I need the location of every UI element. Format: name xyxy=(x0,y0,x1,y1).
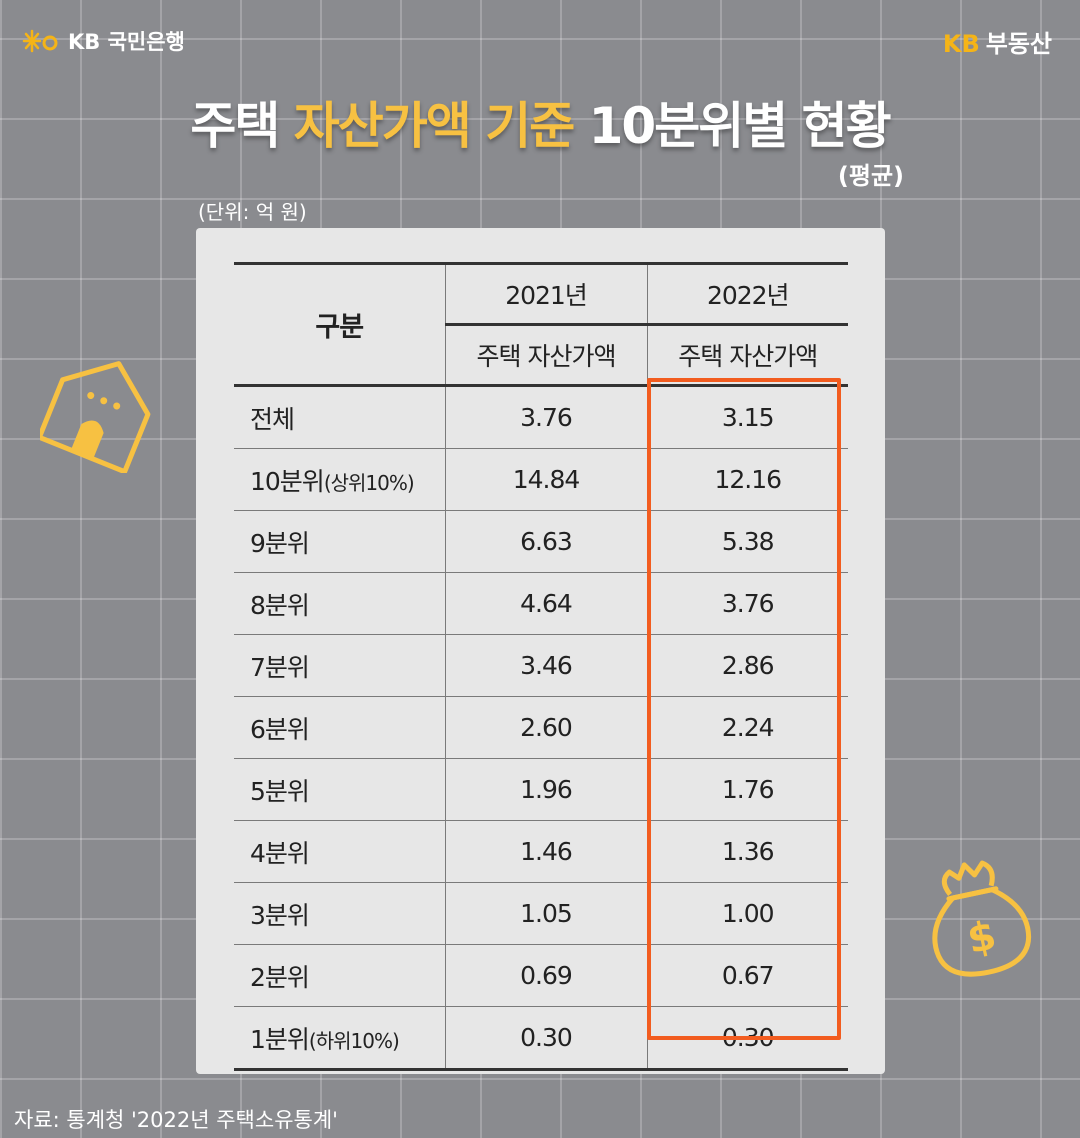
table-row: 9분위 6.63 5.38 xyxy=(234,510,848,573)
value-2022: 0.67 xyxy=(646,944,848,1007)
table-row: 10분위(상위10%) 14.84 12.16 xyxy=(234,448,848,511)
kb-bank-logo: KB 국민은행 xyxy=(22,26,185,56)
row-label: 2분위 xyxy=(234,944,445,1007)
row-header: 구분 xyxy=(234,262,445,387)
value-2021: 6.63 xyxy=(444,510,647,573)
value-2022: 12.16 xyxy=(646,448,848,511)
table-row: 1분위(하위10%) 0.30 0.30 xyxy=(234,1006,848,1071)
value-2021: 1.46 xyxy=(444,820,647,883)
value-2022: 1.76 xyxy=(646,758,848,821)
table-row: 7분위 3.46 2.86 xyxy=(234,634,848,697)
source-note: 자료: 통계청 '2022년 주택소유통계' xyxy=(14,1108,338,1132)
table-row: 3분위 1.05 1.00 xyxy=(234,882,848,945)
house-icon xyxy=(40,361,151,473)
title-part1: 주택 xyxy=(190,97,294,155)
value-2021: 1.96 xyxy=(444,758,647,821)
unit-label: (단위: 억 원) xyxy=(198,200,307,224)
value-2022: 5.38 xyxy=(646,510,848,573)
value-2022: 1.00 xyxy=(646,882,848,945)
value-2021: 2.60 xyxy=(444,696,647,759)
brand-kb: KB xyxy=(942,30,980,58)
svg-text:$: $ xyxy=(963,912,1000,963)
value-2022: 3.76 xyxy=(646,572,848,635)
money-bag-icon: $ xyxy=(932,860,1032,977)
kb-realestate-logo: KB 부동산 xyxy=(943,24,1052,59)
page-title: 주택 자산가액 기준 10분위별 현황 xyxy=(0,86,1080,158)
row-label: 8분위 xyxy=(234,572,445,635)
kb-star-icon xyxy=(22,29,58,53)
row-label: 3분위 xyxy=(234,882,445,945)
value-2022: 3.15 xyxy=(646,385,848,449)
value-2022: 0.30 xyxy=(646,1006,848,1071)
bank-name: KB 국민은행 xyxy=(68,30,185,54)
table-row: 4분위 1.46 1.36 xyxy=(234,820,848,883)
value-2022: 1.36 xyxy=(646,820,848,883)
brand-name: 부동산 xyxy=(985,30,1052,58)
table-panel: 구분 2021년 2022년 주택 자산가액 주택 자산가액 전체 3.76 3… xyxy=(196,228,885,1074)
value-2022: 2.24 xyxy=(646,696,848,759)
year-2021-header: 2021년 xyxy=(444,262,647,326)
table-row: 전체 3.76 3.15 xyxy=(234,385,848,449)
value-2021: 14.84 xyxy=(444,448,647,511)
value-2021: 3.46 xyxy=(444,634,647,697)
value-2021: 0.69 xyxy=(444,944,647,1007)
sub-header-2022: 주택 자산가액 xyxy=(646,324,848,387)
title-part2: 10분위별 현황 xyxy=(573,97,892,155)
value-2021: 4.64 xyxy=(444,572,647,635)
asset-decile-table: 구분 2021년 2022년 주택 자산가액 주택 자산가액 전체 3.76 3… xyxy=(234,262,848,1071)
page-subtitle: (평균) xyxy=(837,162,904,190)
sub-header-2021: 주택 자산가액 xyxy=(444,324,647,387)
year-2022-header: 2022년 xyxy=(646,262,848,326)
title-highlight: 자산가액 기준 xyxy=(293,97,575,155)
row-label: 6분위 xyxy=(234,696,445,759)
table-row: 2분위 0.69 0.67 xyxy=(234,944,848,1007)
value-2022: 2.86 xyxy=(646,634,848,697)
row-label: 1분위(하위10%) xyxy=(234,1006,445,1071)
value-2021: 0.30 xyxy=(444,1006,647,1071)
row-label: 전체 xyxy=(234,385,445,449)
table-row: 8분위 4.64 3.76 xyxy=(234,572,848,635)
row-label: 7분위 xyxy=(234,634,445,697)
table-row: 5분위 1.96 1.76 xyxy=(234,758,848,821)
table-row: 6분위 2.60 2.24 xyxy=(234,696,848,759)
value-2021: 3.76 xyxy=(444,385,647,449)
row-label: 5분위 xyxy=(234,758,445,821)
value-2021: 1.05 xyxy=(444,882,647,945)
row-label: 4분위 xyxy=(234,820,445,883)
row-label: 9분위 xyxy=(234,510,445,573)
row-label: 10분위(상위10%) xyxy=(234,448,445,511)
